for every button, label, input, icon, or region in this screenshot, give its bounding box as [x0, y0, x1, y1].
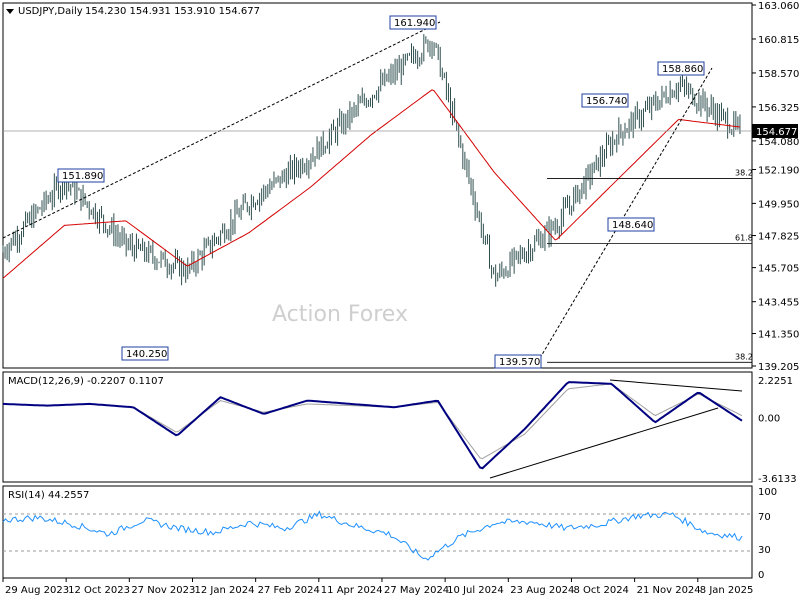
price-tick-label: 156.325	[758, 103, 799, 114]
price-annotation-text: 139.570	[499, 357, 540, 368]
rsi-tick-label: 30	[758, 545, 771, 556]
rsi-title: RSI(14) 44.2557	[8, 490, 89, 501]
price-annotation-box	[581, 93, 629, 108]
price-tick-label: 143.455	[758, 298, 799, 309]
fib-level-label: 61.8	[735, 233, 753, 242]
macd-panel-frame	[2, 371, 753, 483]
price-tick-label: 152.190	[758, 165, 799, 176]
rsi-tick-label: 0	[758, 570, 764, 581]
price-annotation-text: 140.250	[126, 349, 167, 360]
price-annotation-text: 151.890	[62, 171, 103, 182]
macd-tick-label: 2.2251	[758, 376, 793, 387]
price-tick-label: 147.825	[758, 232, 799, 243]
date-tick-label: 29 Aug 2023	[5, 585, 69, 596]
price-annotation-text: 161.940	[394, 18, 435, 29]
price-tick-label: 163.060	[758, 1, 799, 12]
fib-levels: 38.2 61.8 38.2	[547, 168, 753, 363]
date-tick-label: 27 May 2024	[384, 585, 449, 596]
price-tick-label: 145.705	[758, 264, 799, 275]
date-tick-label: 21 Nov 2024	[637, 585, 701, 596]
macd-axis: 2.2251 0.00 -3.6133	[758, 376, 797, 485]
date-axis: 29 Aug 2023 12 Oct 2023 27 Nov 2023 12 Jan …	[2, 578, 754, 596]
price-tick-label: 141.350	[758, 330, 799, 341]
macd-title: MACD(12,26,9) -0.2207 0.1107	[8, 376, 164, 387]
date-tick-label: 11 Apr 2024	[321, 585, 383, 596]
price-tick-label: 149.950	[758, 199, 799, 210]
rsi-panel-frame	[2, 485, 753, 579]
price-tick-label: 154.080	[758, 137, 799, 148]
macd-tick-label: 0.00	[758, 413, 780, 424]
rsi-tick-label: 100	[758, 487, 777, 498]
moving-average-line	[2, 89, 740, 279]
macd-tick-label: -3.6133	[758, 474, 797, 485]
rsi-tick-label: 70	[758, 512, 771, 523]
date-tick-label: 8 Jan 2025	[700, 585, 754, 596]
price-annotation-box	[121, 346, 169, 361]
date-tick-label: 27 Feb 2024	[258, 585, 320, 596]
price-annotation-text: 158.860	[662, 64, 703, 75]
price-axis: 163.060 160.815 158.570 156.325 154.080 152.1…	[752, 1, 799, 373]
price-annotation-text: 156.740	[586, 96, 627, 107]
price-panel-frame	[2, 2, 753, 369]
symbol-label: USDJPY,Daily	[18, 6, 83, 17]
fib-level-label: 38.2	[735, 352, 753, 361]
price-tick-label: 158.570	[758, 69, 799, 80]
price-series	[2, 34, 741, 287]
price-annotation-box	[57, 168, 105, 183]
current-price-text: 154.677	[756, 127, 797, 138]
macd-trend-upper	[609, 379, 743, 392]
date-tick-label: 12 Oct 2023	[68, 585, 130, 596]
price-tick-label: 160.815	[758, 35, 799, 46]
ohlc-label: 154.230 154.931 153.910 154.677	[85, 6, 260, 17]
price-annotation-text: 148.640	[612, 220, 653, 231]
current-price-tag	[752, 124, 798, 138]
macd-line	[2, 381, 743, 470]
trend-line-lower	[539, 67, 713, 359]
price-annotation-box	[607, 217, 655, 232]
date-tick-label: 27 Nov 2023	[131, 585, 195, 596]
date-tick-label: 23 Aug 2024	[510, 585, 574, 596]
trend-line-upper	[2, 21, 441, 239]
date-tick-label: 12 Jan 2024	[194, 585, 254, 596]
date-tick-label: 10 Jul 2024	[447, 585, 504, 596]
watermark: Action Forex	[272, 302, 408, 327]
price-annotation-box	[494, 354, 542, 369]
macd-trend-lower	[489, 407, 719, 479]
rsi-line	[2, 510, 743, 561]
price-annotations: 161.940 151.890 140.250 139.570 156.740 158.8…	[57, 15, 705, 369]
date-tick-label: 8 Oct 2024	[573, 585, 628, 596]
price-annotation-box	[389, 15, 437, 30]
rsi-axis: 100 70 30 0	[758, 487, 777, 581]
price-annotation-box	[657, 61, 705, 76]
fib-level-label: 38.2	[735, 168, 753, 177]
dropdown-triangle-icon[interactable]	[6, 9, 14, 14]
price-tick-label: 139.205	[758, 362, 799, 373]
